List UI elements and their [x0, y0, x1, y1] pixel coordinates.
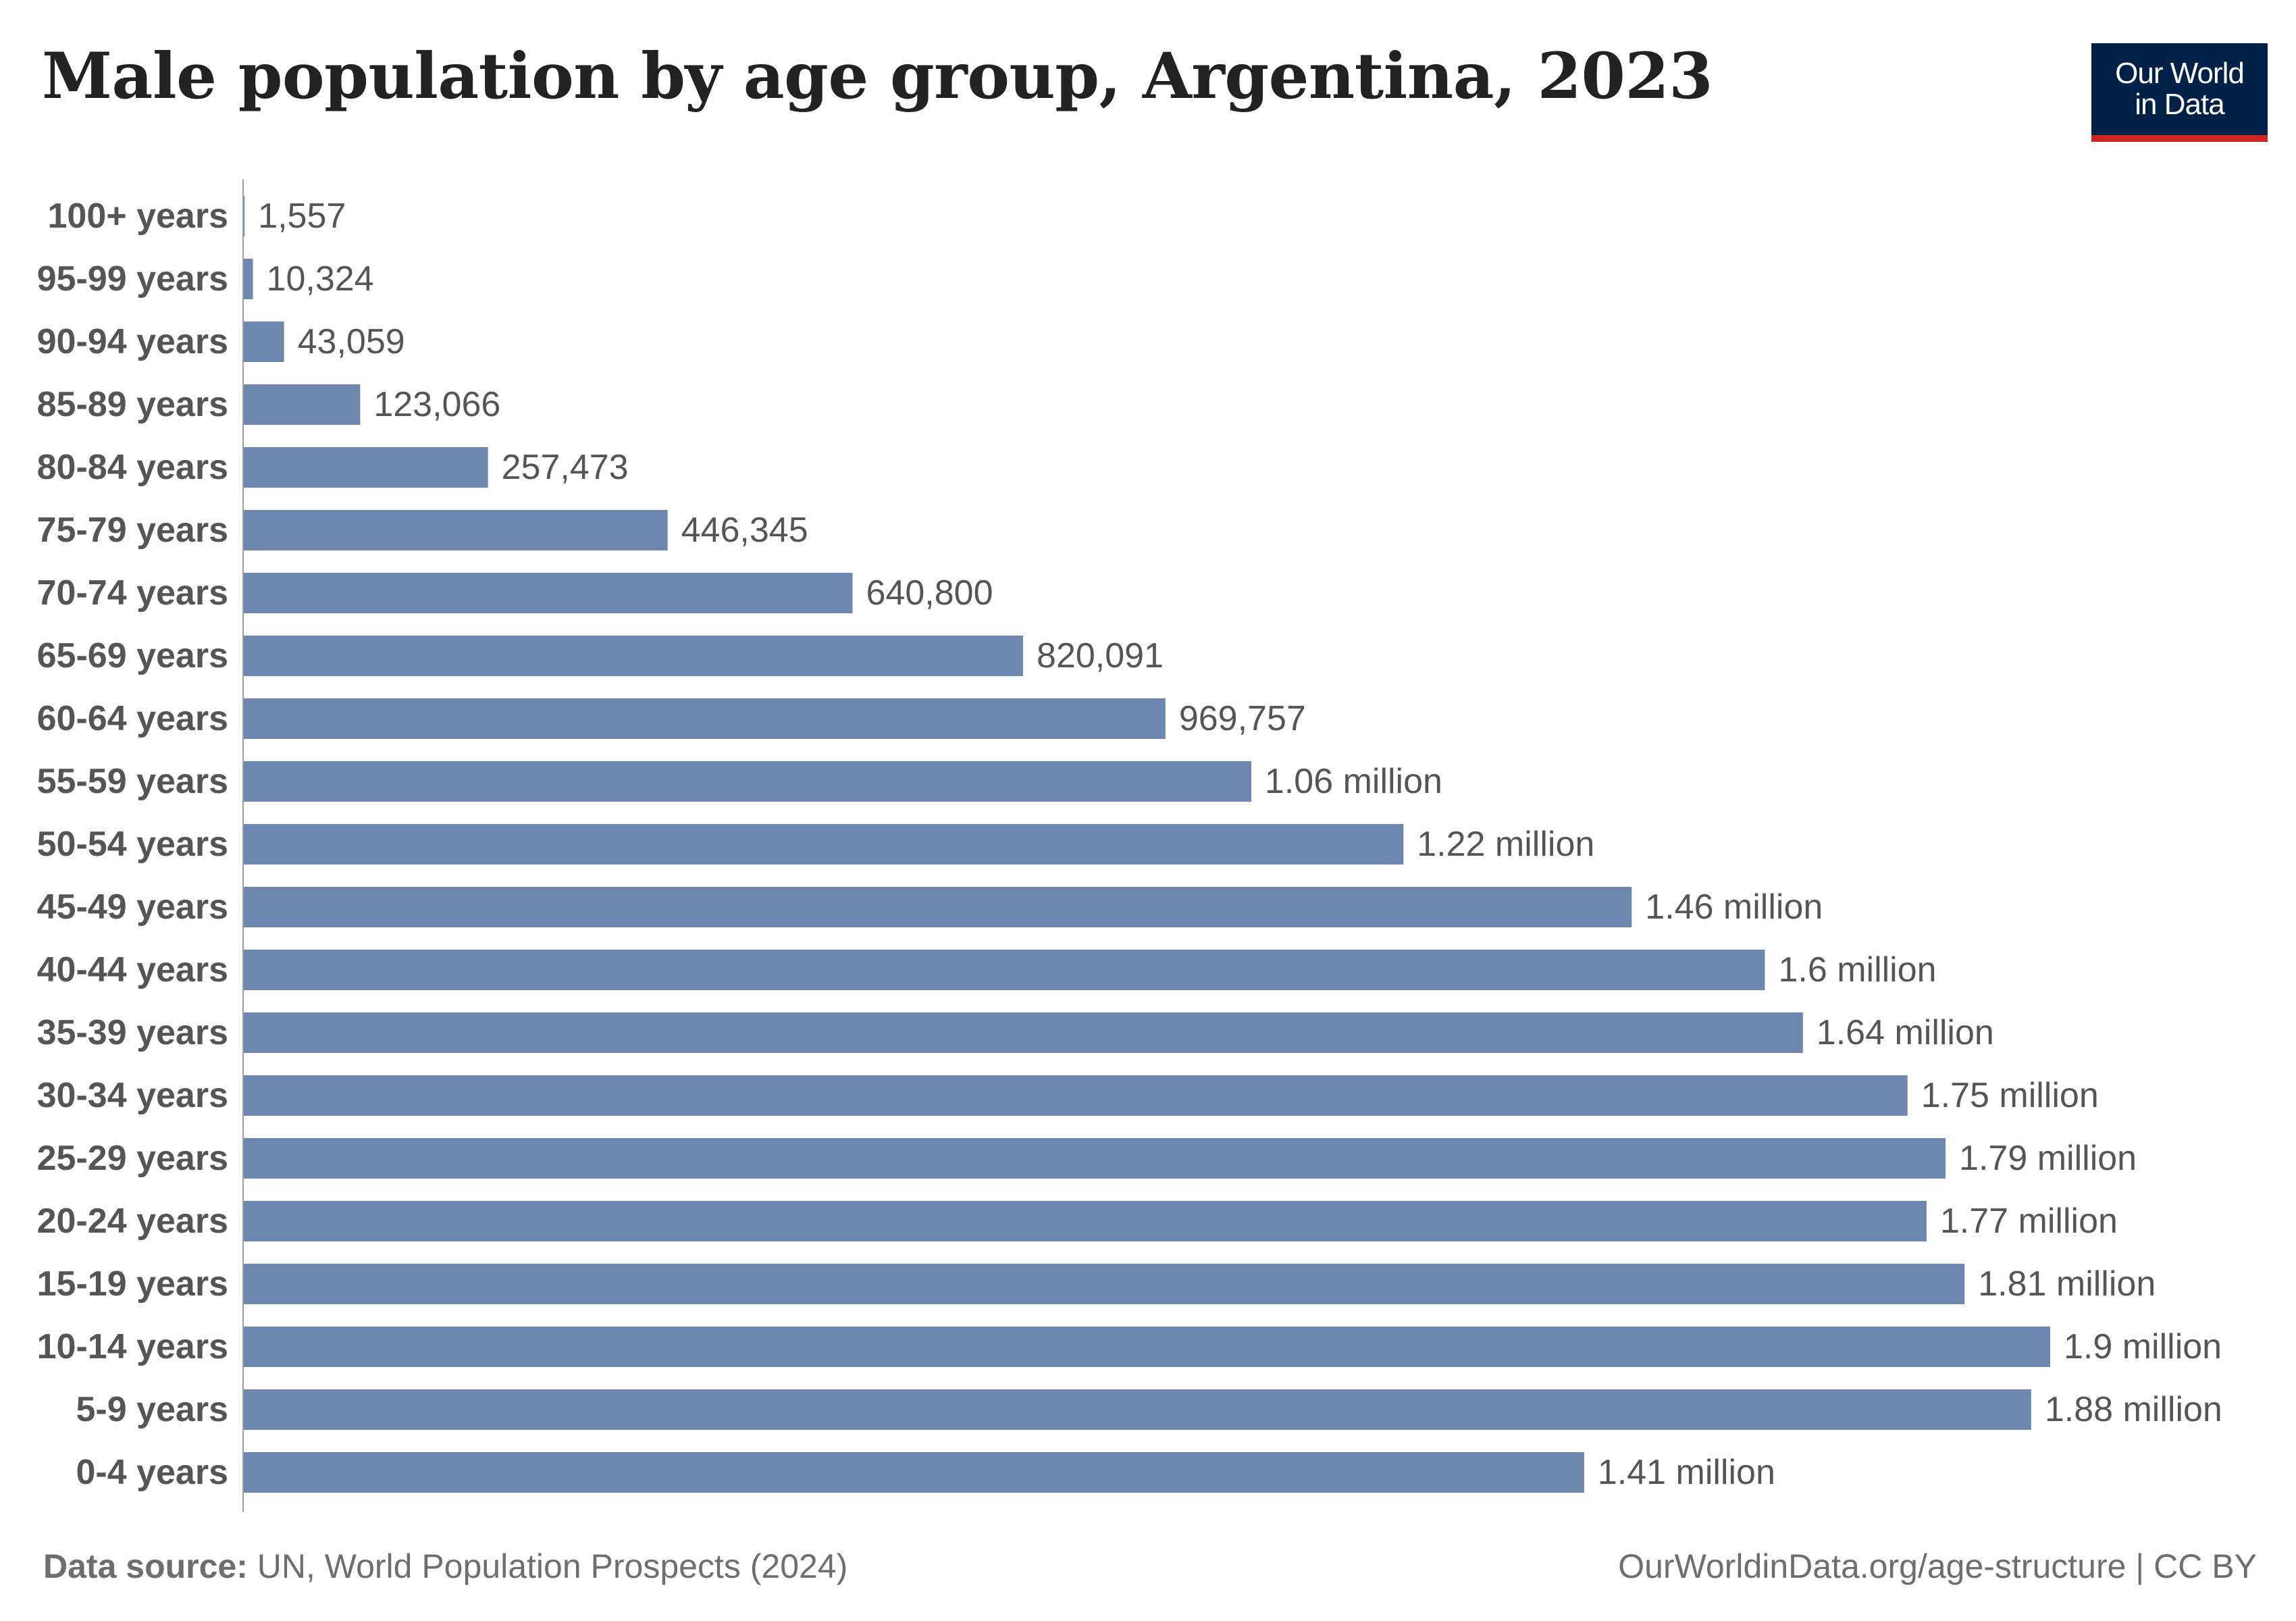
bar-25-29-years[interactable]	[243, 1138, 1946, 1179]
logo-line-2: in Data	[2135, 88, 2224, 121]
bar-chart: 100+ years 1,557 95-99 years 10,324 90-94 ye…	[37, 179, 2222, 1512]
value-label-70-74-years: 640,800	[866, 573, 993, 613]
value-label-10-14-years: 1.9 million	[2064, 1327, 2222, 1366]
bar-0-4-years[interactable]	[243, 1452, 1584, 1493]
category-label-35-39-years: 35-39 years	[37, 1013, 228, 1052]
value-label-100plus-years: 1,557	[258, 197, 346, 236]
bar-30-34-years[interactable]	[243, 1075, 1908, 1116]
value-label-5-9-years: 1.88 million	[2045, 1390, 2222, 1429]
logo-line-1: Our World	[2115, 56, 2245, 90]
category-label-25-29-years: 25-29 years	[37, 1139, 228, 1178]
bar-10-14-years[interactable]	[243, 1327, 2050, 1367]
category-label-70-74-years: 70-74 years	[37, 573, 228, 613]
bar-40-44-years[interactable]	[243, 950, 1765, 990]
category-label-0-4-years: 0-4 years	[76, 1453, 228, 1492]
bar-85-89-years[interactable]	[243, 384, 361, 425]
bar-100plus-years[interactable]	[243, 196, 245, 236]
data-source: Data source: UN, World Population Prospe…	[43, 1547, 847, 1586]
category-label-75-79-years: 75-79 years	[37, 511, 228, 550]
category-label-10-14-years: 10-14 years	[37, 1327, 228, 1366]
value-label-55-59-years: 1.06 million	[1265, 762, 1442, 801]
value-label-90-94-years: 43,059	[298, 322, 405, 361]
value-label-15-19-years: 1.81 million	[1978, 1264, 2156, 1304]
bar-80-84-years[interactable]	[243, 447, 488, 488]
category-label-15-19-years: 15-19 years	[37, 1264, 228, 1304]
value-label-0-4-years: 1.41 million	[1598, 1453, 1775, 1492]
category-label-5-9-years: 5-9 years	[76, 1390, 228, 1429]
bar-70-74-years[interactable]	[243, 573, 853, 613]
bar-90-94-years[interactable]	[243, 321, 284, 362]
category-label-20-24-years: 20-24 years	[37, 1202, 228, 1241]
value-label-80-84-years: 257,473	[502, 448, 629, 487]
value-label-35-39-years: 1.64 million	[1817, 1013, 1994, 1052]
value-label-25-29-years: 1.79 million	[1959, 1139, 2137, 1178]
category-label-65-69-years: 65-69 years	[37, 636, 228, 675]
category-label-30-34-years: 30-34 years	[37, 1076, 228, 1115]
value-label-20-24-years: 1.77 million	[1940, 1202, 2118, 1241]
value-label-50-54-years: 1.22 million	[1417, 825, 1594, 864]
category-label-85-89-years: 85-89 years	[37, 385, 228, 424]
category-label-40-44-years: 40-44 years	[37, 950, 228, 989]
value-label-60-64-years: 969,757	[1179, 699, 1306, 738]
bar-45-49-years[interactable]	[243, 887, 1632, 927]
data-source-label: Data source:	[43, 1547, 248, 1585]
bar-60-64-years[interactable]	[243, 698, 1166, 739]
value-label-45-49-years: 1.46 million	[1645, 887, 1823, 927]
source-url-link[interactable]: OurWorldinData.org/age-structure | CC BY	[1618, 1547, 2257, 1585]
category-label-90-94-years: 90-94 years	[37, 322, 228, 361]
category-label-95-99-years: 95-99 years	[37, 259, 228, 299]
value-label-40-44-years: 1.6 million	[1778, 950, 1936, 989]
bar-50-54-years[interactable]	[243, 824, 1404, 865]
bar-20-24-years[interactable]	[243, 1201, 1927, 1241]
bar-75-79-years[interactable]	[243, 510, 668, 550]
value-label-65-69-years: 820,091	[1037, 636, 1164, 675]
value-label-75-79-years: 446,345	[681, 511, 808, 550]
bar-35-39-years[interactable]	[243, 1012, 1803, 1053]
category-label-45-49-years: 45-49 years	[37, 887, 228, 927]
bar-15-19-years[interactable]	[243, 1264, 1965, 1304]
category-label-55-59-years: 55-59 years	[37, 762, 228, 801]
bars-layer: 100+ years 1,557 95-99 years 10,324 90-94 ye…	[37, 196, 2222, 1493]
bar-5-9-years[interactable]	[243, 1389, 2031, 1430]
value-label-85-89-years: 123,066	[373, 385, 500, 424]
data-source-text: UN, World Population Prospects (2024)	[247, 1547, 848, 1585]
bar-95-99-years[interactable]	[243, 259, 253, 299]
bar-65-69-years[interactable]	[243, 636, 1024, 676]
category-label-50-54-years: 50-54 years	[37, 825, 228, 864]
category-label-80-84-years: 80-84 years	[37, 448, 228, 487]
owid-logo[interactable]: Our World in Data	[2091, 43, 2268, 142]
chart-title: Male population by age group, Argentina,…	[42, 39, 1713, 113]
category-label-60-64-years: 60-64 years	[37, 699, 228, 738]
value-label-95-99-years: 10,324	[267, 259, 374, 299]
bar-55-59-years[interactable]	[243, 761, 1251, 802]
category-label-100plus-years: 100+ years	[48, 197, 229, 236]
value-label-30-34-years: 1.75 million	[1921, 1076, 2099, 1115]
